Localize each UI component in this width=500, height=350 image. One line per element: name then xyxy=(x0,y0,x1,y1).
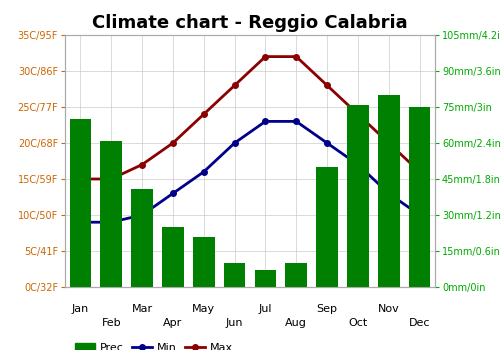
Bar xyxy=(224,263,246,287)
Text: Apr: Apr xyxy=(164,317,182,328)
Bar xyxy=(193,237,214,287)
Text: Nov: Nov xyxy=(378,304,400,314)
Text: May: May xyxy=(192,304,216,314)
Bar xyxy=(100,141,122,287)
Title: Climate chart - Reggio Calabria: Climate chart - Reggio Calabria xyxy=(92,14,408,32)
Legend: Prec, Min, Max: Prec, Min, Max xyxy=(70,338,237,350)
Bar xyxy=(378,95,400,287)
Bar xyxy=(286,263,307,287)
Text: Mar: Mar xyxy=(132,304,152,314)
Bar xyxy=(409,107,430,287)
Text: Aug: Aug xyxy=(286,317,307,328)
Text: Feb: Feb xyxy=(102,317,121,328)
Bar xyxy=(132,189,153,287)
Bar xyxy=(162,227,184,287)
Text: Jun: Jun xyxy=(226,317,244,328)
Bar xyxy=(254,270,276,287)
Bar xyxy=(316,167,338,287)
Text: Sep: Sep xyxy=(316,304,338,314)
Bar xyxy=(347,105,368,287)
Text: Oct: Oct xyxy=(348,317,368,328)
Bar xyxy=(70,119,91,287)
Text: Dec: Dec xyxy=(409,317,430,328)
Text: Jan: Jan xyxy=(72,304,89,314)
Text: Jul: Jul xyxy=(258,304,272,314)
